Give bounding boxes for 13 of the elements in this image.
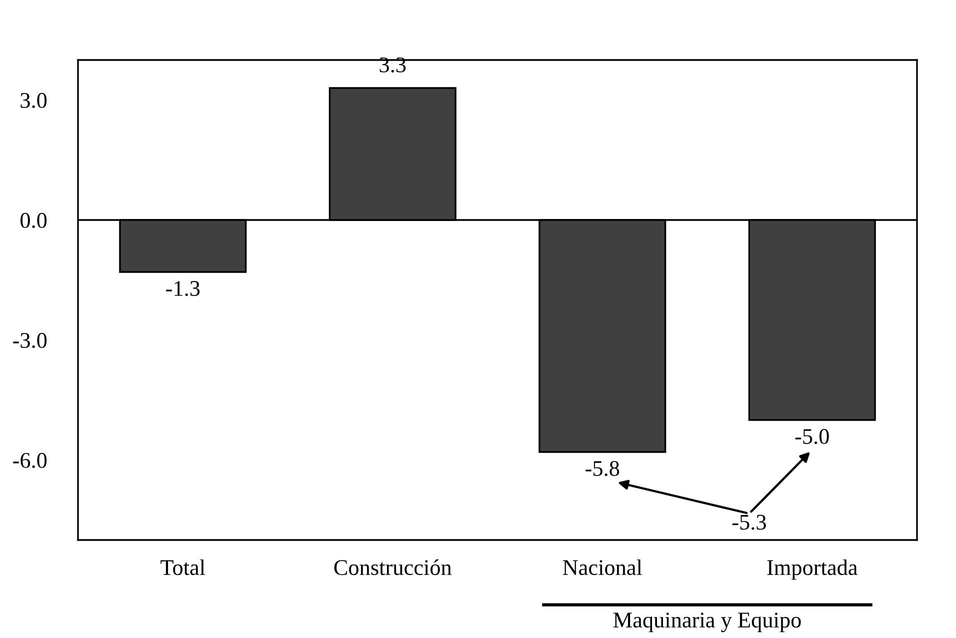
y-tick-label: 0.0	[20, 212, 47, 228]
x-tick-label: Construcción	[334, 559, 452, 576]
y-tick-label: -3.0	[13, 332, 47, 348]
data-label: -1.3	[166, 281, 200, 296]
annotation: -5.3	[732, 514, 766, 530]
x-tick-label: Total	[160, 559, 206, 576]
text: Maquinaria y Equipo	[613, 612, 801, 632]
data-label: -5.0	[795, 428, 829, 444]
y-tick-label: 3.0	[20, 92, 47, 108]
y-tick-label: -6.0	[13, 452, 47, 468]
data-label: -5.8	[586, 460, 620, 476]
x-tick-label: Nacional	[562, 559, 642, 576]
x-tick-label: Importada	[767, 559, 858, 580]
